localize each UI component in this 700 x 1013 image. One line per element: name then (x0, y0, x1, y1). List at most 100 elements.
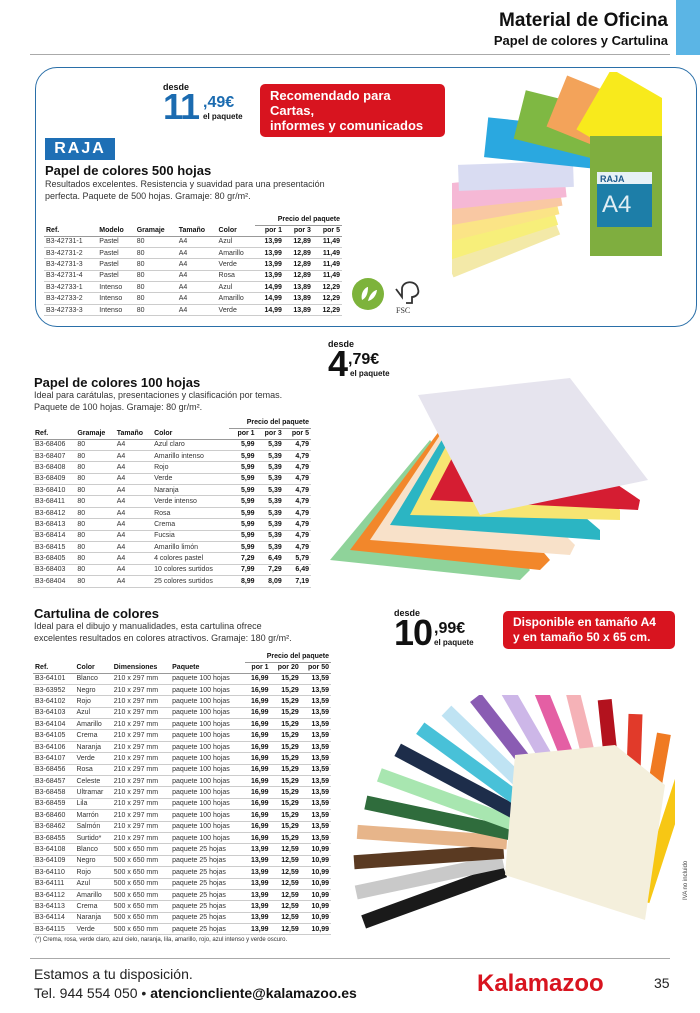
table-cell: 13,59 (300, 775, 331, 788)
table-cell: 80 (75, 495, 115, 508)
desc-line: Paquete de 100 hojas. Gramaje: 80 gr/m². (34, 402, 203, 412)
table-cell: 80 (134, 292, 177, 305)
column-header: por 1 (229, 428, 257, 440)
table-cell: 80 (75, 473, 115, 486)
table-cell: 13,99 (255, 247, 284, 260)
table-cell: Pastel (97, 270, 135, 283)
table-cell: 10,99 (300, 843, 331, 856)
table-cell: 14,99 (255, 304, 284, 317)
table-cell: 16,99 (244, 752, 271, 765)
table-cell: 13,99 (244, 855, 271, 868)
table-row: B3-68405 80 A4 4 colores pastel 7,29 6,49 5,79 (33, 552, 311, 565)
table-cell: B3-68414 (33, 530, 76, 543)
table-cell: 13,59 (300, 786, 331, 799)
table-row: B3-64109 Negro 500 x 650 mm paquete 25 hoja… (33, 855, 331, 868)
table-cell: Rosa (216, 270, 255, 283)
table-cell: B3-68407 (33, 450, 76, 463)
table-cell: 11,49 (312, 258, 342, 271)
table-row: B3-64112 Amarillo 500 x 650 mm paquete 25 h… (33, 889, 331, 902)
table-cell: Celeste (74, 775, 112, 788)
table-cell: 7,29 (229, 552, 257, 565)
table-cell: 210 x 297 mm (111, 752, 171, 765)
table-cell: 15,29 (270, 684, 301, 697)
table-cell: 80 (75, 564, 115, 577)
table-cell: 500 x 650 mm (111, 889, 171, 902)
table-cell: 500 x 650 mm (111, 866, 171, 879)
price-integer: 10 (394, 612, 433, 653)
table-cell: Fucsia (152, 530, 230, 543)
table-cell: Blanco (74, 843, 112, 856)
column-header: Gramaje (134, 225, 177, 237)
table-cell: paquete 25 hojas (170, 843, 245, 856)
table-cell: Azul (216, 236, 255, 248)
table-cell: 4,79 (283, 473, 311, 486)
table-cell: B3-68459 (33, 798, 75, 811)
table-cell: 13,59 (300, 798, 331, 811)
table-cell: B3-42731-2 (44, 247, 98, 260)
table-cell: 15,29 (270, 707, 301, 720)
table-cell: A4 (114, 530, 153, 543)
table-cell: A4 (176, 304, 217, 317)
table-cell: paquete 100 hojas (170, 695, 245, 708)
table-cell: 16,99 (244, 673, 271, 685)
table-cell: 12,59 (270, 923, 301, 936)
table-cell: 4,79 (283, 541, 311, 554)
table-cell: A4 (176, 292, 217, 305)
table-row: B3-68455 Surtido* 210 x 297 mm paquete 100 … (33, 832, 331, 845)
table-row: B3-64102 Rojo 210 x 297 mm paquete 100 hoja… (33, 695, 331, 708)
table-cell: 4 colores pastel (152, 552, 230, 565)
column-header: por 1 (255, 225, 284, 237)
table-cell: Marrón (74, 809, 112, 822)
table-cell: 12,59 (270, 889, 301, 902)
table-cell: 210 x 297 mm (111, 821, 171, 833)
eco-leaf-icon (352, 278, 384, 310)
desc-line: Ideal para carátulas, presentaciones y c… (34, 390, 283, 400)
table-cell: B3-68406 (33, 439, 76, 451)
table-cell: 13,99 (244, 866, 271, 879)
table-cell: A4 (114, 450, 153, 463)
table-row: B3-68414 80 A4 Fucsia 5,99 5,39 4,79 (33, 530, 311, 543)
table-cell: 80 (134, 281, 177, 294)
table-cell: 5,99 (229, 450, 257, 463)
table-cell: B3-64112 (33, 889, 75, 902)
table-cell: 5,99 (229, 507, 257, 520)
table-cell: B3-68411 (33, 495, 76, 508)
table-cell: 11,49 (312, 236, 342, 248)
table-cell: 12,89 (283, 270, 313, 283)
table-cell: B3-42731-3 (44, 258, 98, 271)
table-cell: Crema (74, 900, 112, 913)
recommendation-badge: Recomendado para Cartas, informes y comu… (260, 84, 445, 137)
footer-email-link[interactable]: atencioncliente@kalamazoo.es (150, 985, 357, 1001)
table-cell: 16,99 (244, 684, 271, 697)
table-row: B3-64103 Azul 210 x 297 mm paquete 100 hoja… (33, 707, 331, 720)
table-cell: Amarillo (216, 247, 255, 260)
footer-phone-email: Tel. 944 554 050 • atencioncliente@kalam… (34, 985, 357, 1001)
table-cell: 5,39 (256, 450, 284, 463)
table-cell: Verde (216, 304, 255, 317)
column-header: Dimensiones (111, 662, 171, 674)
table-cell: paquete 25 hojas (170, 855, 245, 868)
table-cell: Pastel (97, 247, 135, 260)
table-cell: 210 x 297 mm (111, 764, 171, 777)
table-row: B3-68460 Marrón 210 x 297 mm paquete 100 ho… (33, 809, 331, 822)
table-row: B3-68457 Celeste 210 x 297 mm paquete 100 h… (33, 775, 331, 788)
column-header: Ref. (33, 662, 75, 674)
table-cell: Rojo (152, 461, 230, 474)
table-cell: Azul (216, 281, 255, 294)
table-cell: 11,49 (312, 247, 342, 260)
table-cell: 13,59 (300, 684, 331, 697)
table-cell: 5,39 (256, 473, 284, 486)
table-cell: 5,39 (256, 507, 284, 520)
table-row: B3-42733-2 Intenso 80 A4 Amarillo 14,99 13,89 1… (44, 292, 342, 305)
table-row: B3-64114 Naranja 500 x 650 mm paquete 25 ho… (33, 912, 331, 925)
table-cell: 80 (75, 484, 115, 497)
table-cell: 16,99 (244, 718, 271, 731)
price-tag-product1: desde 11 ,49€ el paquete (163, 82, 273, 132)
badge-line-1: Recomendado para Cartas, (270, 88, 391, 118)
table-cell: 16,99 (244, 764, 271, 777)
table-cell: 13,99 (244, 878, 271, 890)
table-row: B3-64101 Blanco 210 x 297 mm paquete 100 ho… (33, 673, 331, 685)
table-cell: paquete 25 hojas (170, 900, 245, 913)
table-cell: Negro (74, 684, 112, 697)
table-cell: 7,29 (256, 564, 284, 577)
